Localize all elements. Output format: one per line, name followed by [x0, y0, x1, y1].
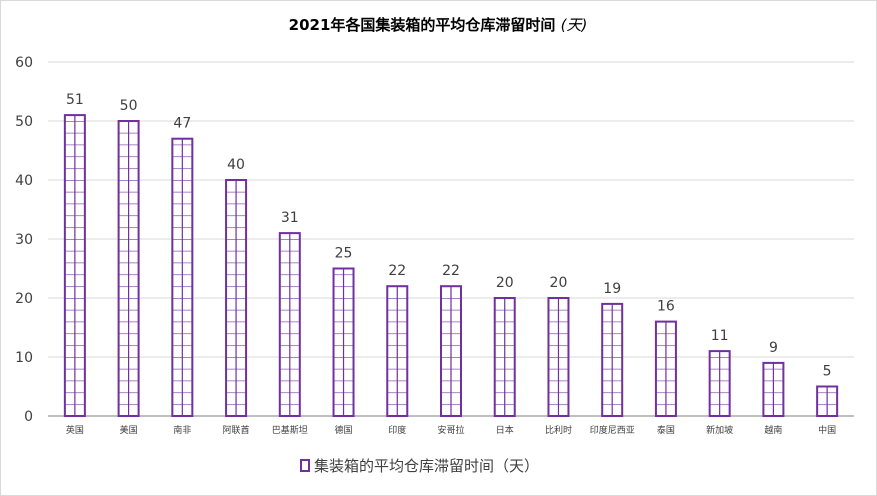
bar [278, 232, 301, 417]
legend: 集装箱的平均仓库滞留时间（天） [300, 457, 539, 475]
bar [762, 361, 785, 417]
data-label: 50 [120, 98, 138, 114]
y-tick-label: 40 [15, 173, 33, 189]
bar [708, 350, 731, 418]
legend-swatch [300, 459, 310, 472]
data-label: 51 [66, 92, 84, 108]
bar [117, 120, 140, 417]
legend-label: 集装箱的平均仓库滞留时间（天） [314, 457, 539, 475]
data-label: 16 [657, 299, 675, 315]
x-tick-label: 泰国 [657, 424, 675, 436]
chart-title: 2021年各国集装箱的平均仓库滞留时间 (天) [289, 16, 588, 34]
x-tick-label: 印度尼西亚 [590, 424, 635, 436]
x-tick-label: 英国 [66, 424, 84, 436]
y-tick-label: 30 [15, 232, 33, 248]
data-label: 47 [173, 116, 191, 132]
bar [547, 297, 570, 417]
y-tick-label: 50 [15, 114, 33, 130]
bar [332, 267, 355, 417]
data-label: 40 [227, 157, 245, 173]
x-tick-label: 印度 [388, 424, 406, 436]
x-tick-label: 越南 [764, 424, 782, 436]
y-tick-label: 20 [15, 291, 33, 307]
bar [225, 179, 248, 417]
x-tick-label: 美国 [120, 424, 138, 436]
x-tick-label: 比利时 [545, 424, 572, 436]
x-tick-label: 阿联酋 [223, 424, 250, 436]
data-label: 9 [769, 340, 778, 356]
x-tick-label: 新加坡 [706, 424, 733, 436]
x-tick-label: 日本 [496, 424, 514, 436]
x-tick-label: 安哥拉 [437, 424, 464, 436]
bar [654, 320, 677, 418]
data-label: 22 [442, 263, 460, 279]
y-tick-label: 10 [15, 350, 33, 366]
x-tick-label: 南非 [173, 424, 191, 436]
bar [440, 285, 462, 418]
x-tick-label: 巴基斯坦 [272, 424, 308, 436]
bar [493, 297, 516, 417]
data-label: 20 [550, 275, 568, 291]
bar [601, 302, 624, 417]
bar [171, 137, 194, 417]
data-label: 20 [496, 275, 514, 291]
bar [816, 385, 839, 417]
data-label: 11 [711, 328, 729, 344]
data-label: 5 [823, 364, 832, 380]
y-tick-label: 60 [15, 55, 33, 71]
y-tick-label: 0 [24, 409, 33, 425]
data-label: 22 [388, 263, 406, 279]
data-label: 31 [281, 210, 299, 226]
x-tick-label: 中国 [818, 424, 836, 436]
data-label: 25 [335, 246, 353, 262]
x-tick-label: 德国 [335, 424, 353, 436]
bar [63, 114, 86, 417]
bar [386, 285, 409, 418]
data-label: 19 [603, 281, 621, 297]
